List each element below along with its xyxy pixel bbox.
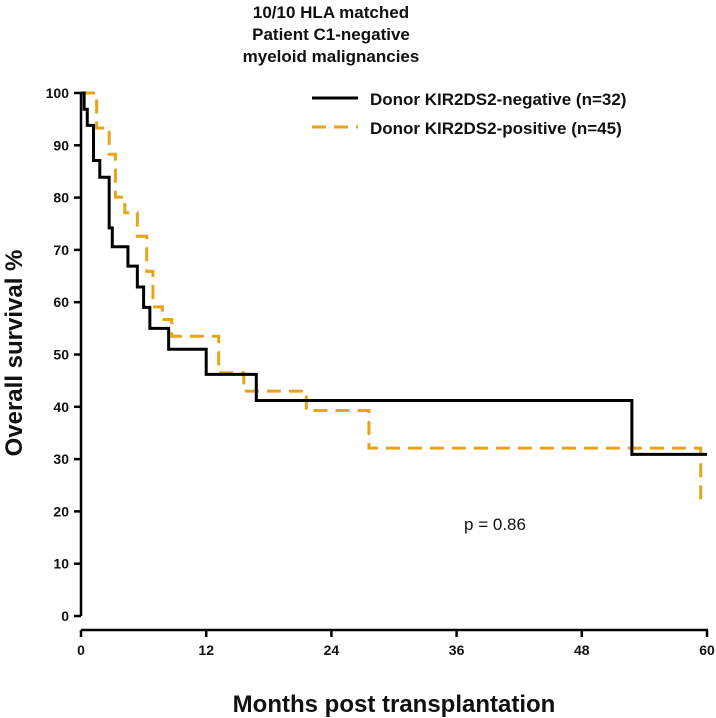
series-line-kir2ds2-positive <box>81 91 703 504</box>
y-tick-label: 90 <box>53 137 69 153</box>
p-value-annotation: p = 0.86 <box>464 515 526 534</box>
x-ticks: 0 12 24 36 48 60 <box>77 630 715 658</box>
y-tick-label: 0 <box>61 608 69 624</box>
series-layer <box>81 91 707 504</box>
y-tick-label: 80 <box>53 190 69 206</box>
y-ticks: 0 10 20 30 40 50 60 70 80 90 100 <box>46 85 81 624</box>
y-tick-label: 40 <box>53 399 69 415</box>
y-tick-label: 30 <box>53 451 69 467</box>
x-tick-label: 12 <box>198 642 214 658</box>
y-tick-label: 60 <box>53 294 69 310</box>
y-tick-label: 50 <box>53 347 69 363</box>
series-line-kir2ds2-negative <box>81 91 707 456</box>
x-tick-label: 0 <box>77 642 85 658</box>
legend-label-positive: Donor KIR2DS2-positive (n=45) <box>370 119 622 138</box>
legend-label-negative: Donor KIR2DS2-negative (n=32) <box>370 90 626 109</box>
legend: Donor KIR2DS2-negative (n=32) Donor KIR2… <box>312 90 626 138</box>
y-tick-label: 100 <box>46 85 70 101</box>
chart-title-line-1: 10/10 HLA matched <box>253 3 409 22</box>
x-tick-label: 24 <box>324 642 340 658</box>
y-tick-label: 10 <box>53 556 69 572</box>
y-tick-label: 20 <box>53 503 69 519</box>
chart-title-line-3: myeloid malignancies <box>243 47 420 66</box>
chart-title-line-2: Patient C1-negative <box>252 25 410 44</box>
y-tick-label: 70 <box>53 242 69 258</box>
x-tick-label: 48 <box>574 642 590 658</box>
x-tick-label: 60 <box>699 642 715 658</box>
x-axis-title: Months post transplantation <box>233 691 556 718</box>
x-tick-label: 36 <box>449 642 465 658</box>
y-axis-title: Overall survival % <box>1 250 28 457</box>
